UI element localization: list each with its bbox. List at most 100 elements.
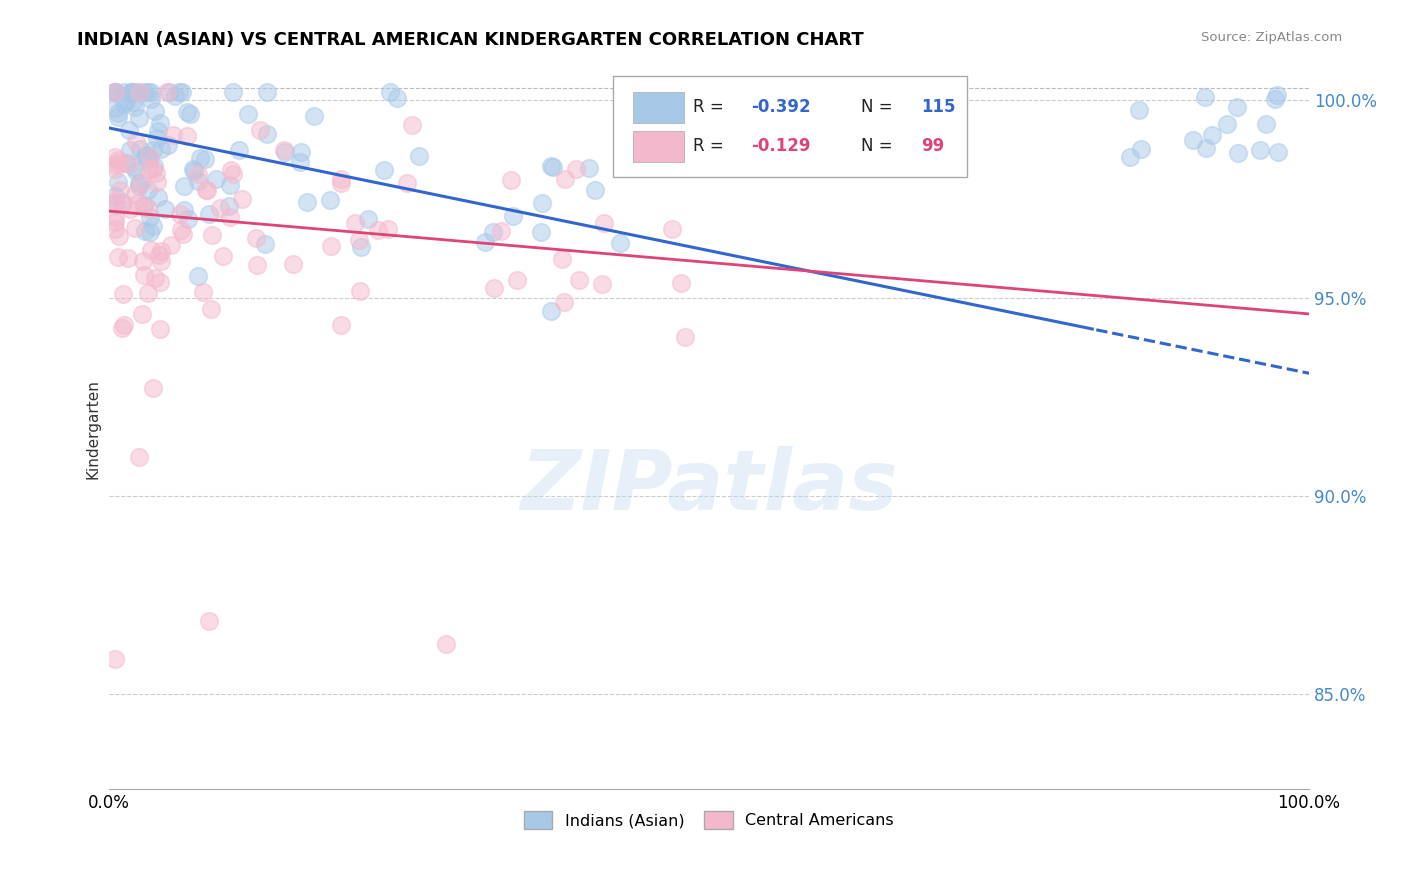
Point: [583, 183, 606, 197]
Point: [120, 85, 142, 99]
Point: [330, 171, 353, 186]
Point: [254, 236, 277, 251]
Point: [148, 248, 170, 262]
Point: [1119, 150, 1142, 164]
Point: [290, 154, 312, 169]
Point: [565, 161, 588, 176]
Point: [195, 183, 218, 197]
Point: [176, 105, 198, 120]
Point: [256, 85, 278, 99]
Point: [540, 159, 562, 173]
Point: [139, 92, 162, 106]
Point: [104, 158, 127, 172]
Text: N =: N =: [862, 137, 898, 155]
Point: [128, 450, 150, 465]
Point: [530, 225, 553, 239]
Point: [181, 162, 204, 177]
Point: [165, 89, 187, 103]
Point: [145, 166, 167, 180]
Point: [319, 193, 342, 207]
Point: [395, 177, 418, 191]
Point: [540, 303, 562, 318]
Point: [104, 211, 127, 225]
Point: [128, 178, 150, 193]
Point: [330, 318, 353, 332]
Point: [138, 211, 160, 225]
Point: [357, 211, 380, 226]
Point: [132, 200, 155, 214]
Point: [124, 220, 146, 235]
Point: [131, 307, 153, 321]
Point: [489, 224, 512, 238]
Point: [501, 172, 523, 186]
Point: [111, 321, 134, 335]
Point: [104, 221, 127, 235]
Point: [157, 86, 180, 100]
Point: [153, 202, 176, 216]
Point: [194, 183, 217, 197]
Point: [169, 207, 191, 221]
Point: [187, 167, 209, 181]
Point: [484, 281, 506, 295]
Point: [1249, 144, 1271, 158]
Point: [295, 195, 318, 210]
Point: [125, 163, 148, 178]
Point: [107, 153, 129, 167]
Point: [129, 176, 152, 190]
Point: [273, 143, 295, 157]
Point: [1195, 141, 1218, 155]
Point: [104, 198, 127, 212]
Point: [669, 276, 692, 290]
Point: [107, 250, 129, 264]
Point: [104, 161, 127, 176]
Point: [110, 183, 132, 197]
Point: [541, 161, 564, 175]
Point: [122, 95, 145, 110]
Point: [107, 229, 129, 244]
Point: [219, 210, 242, 224]
Point: [104, 85, 127, 99]
Point: [104, 85, 127, 99]
Point: [173, 179, 195, 194]
Point: [554, 171, 576, 186]
Point: [114, 97, 136, 112]
FancyBboxPatch shape: [633, 92, 683, 122]
Point: [1215, 117, 1237, 131]
Point: [219, 178, 242, 193]
Point: [135, 148, 157, 162]
Point: [201, 227, 224, 242]
Point: [132, 85, 155, 99]
Point: [1267, 145, 1289, 160]
Point: [172, 227, 194, 241]
Point: [134, 224, 156, 238]
Point: [121, 85, 143, 99]
Point: [1194, 90, 1216, 104]
Point: [179, 106, 201, 120]
Point: [222, 167, 245, 181]
Point: [377, 222, 399, 236]
Point: [187, 174, 209, 188]
Point: [191, 285, 214, 300]
Point: [142, 381, 165, 395]
Point: [127, 85, 149, 99]
Point: [142, 161, 165, 176]
Point: [141, 85, 163, 99]
Point: [347, 233, 370, 247]
Point: [506, 273, 529, 287]
Point: [1264, 92, 1286, 106]
Point: [129, 142, 152, 156]
Point: [661, 221, 683, 235]
Point: [673, 329, 696, 343]
Point: [139, 150, 162, 164]
Point: [1254, 117, 1277, 131]
Point: [502, 209, 524, 223]
Legend: Indians (Asian), Central Americans: Indians (Asian), Central Americans: [517, 805, 900, 835]
Point: [281, 257, 304, 271]
Point: [118, 202, 141, 216]
Point: [187, 268, 209, 283]
Point: [231, 192, 253, 206]
Point: [146, 123, 169, 137]
Point: [124, 186, 146, 201]
Point: [125, 136, 148, 150]
Point: [104, 652, 127, 666]
